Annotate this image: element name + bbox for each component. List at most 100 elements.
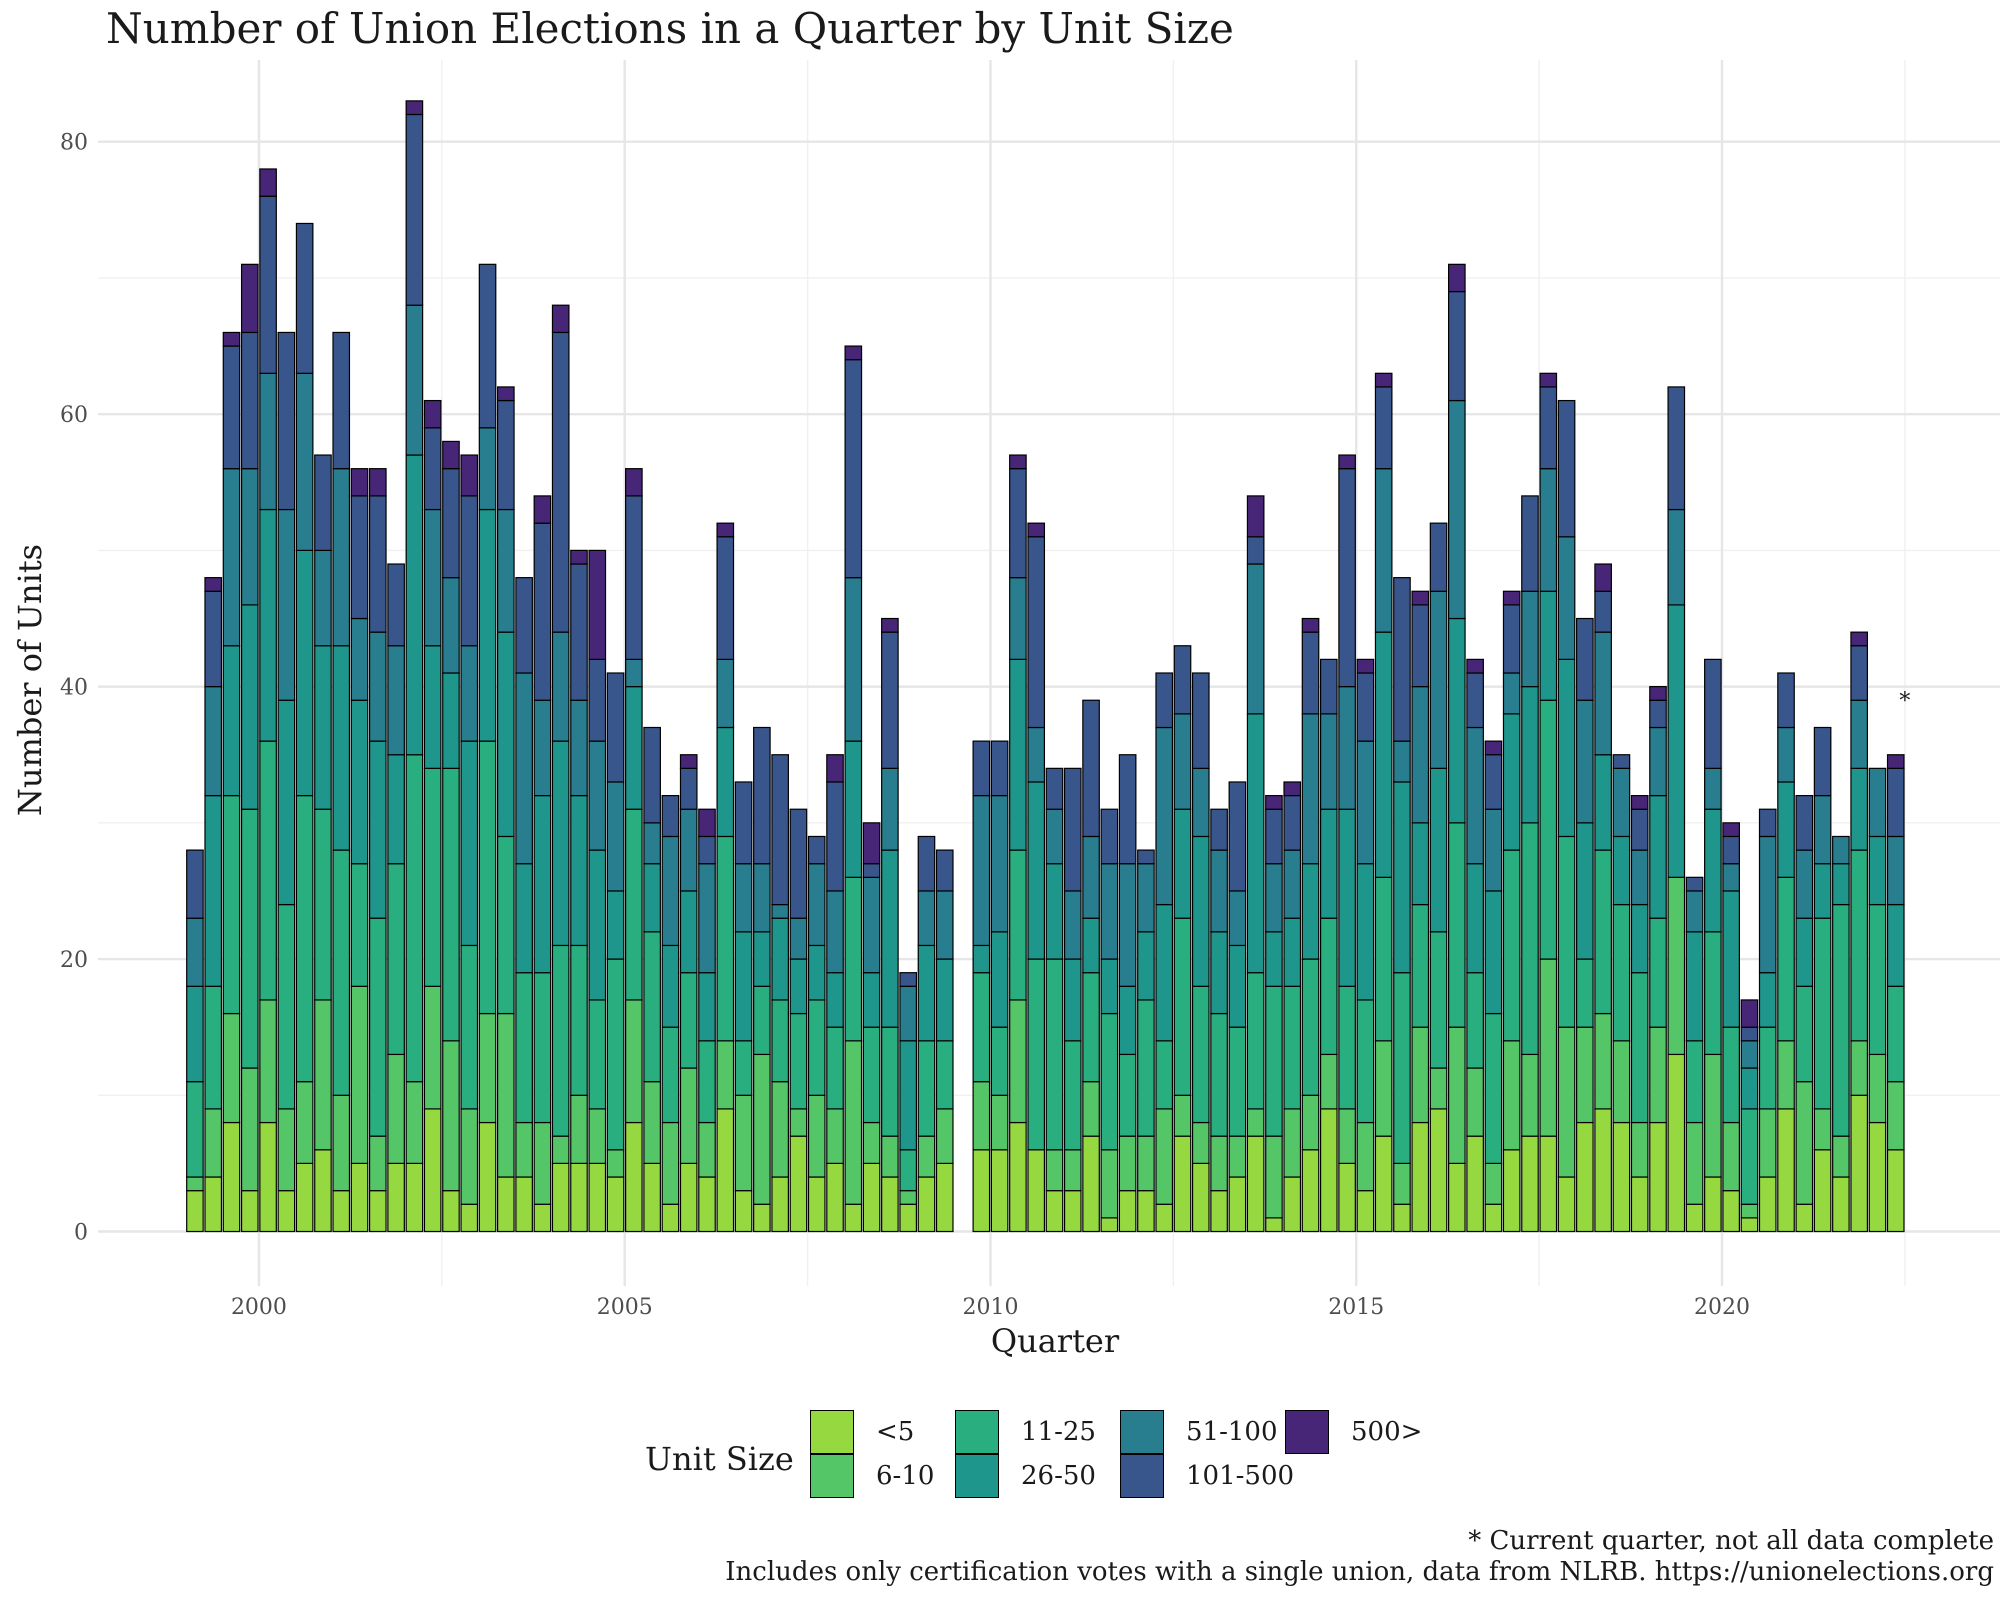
- bar-segment: [1704, 1053, 1722, 1178]
- bar-segment: [1448, 290, 1466, 402]
- legend-swatch: [810, 1410, 854, 1454]
- bar-segment: [606, 1149, 625, 1178]
- bar-segment: [1246, 1135, 1265, 1233]
- bar-segment: [1173, 917, 1192, 1096]
- bar-segment: [789, 1108, 808, 1137]
- bar-segment: [789, 1012, 808, 1110]
- bar-segment: [1777, 1108, 1795, 1233]
- bar-segment: [734, 1040, 753, 1096]
- bar-stack: [826, 754, 844, 1233]
- bar-segment: [1448, 263, 1466, 293]
- bar-stack: [661, 794, 680, 1233]
- legend-item: 26-50: [955, 1454, 1096, 1498]
- bar-segment: [460, 495, 479, 647]
- bar-segment: [606, 1176, 625, 1233]
- bar-segment: [1210, 1135, 1228, 1192]
- bar-segment: [1411, 903, 1430, 1028]
- legend-swatch: [810, 1454, 854, 1498]
- bar-segment: [899, 972, 918, 987]
- bar-segment: [1576, 822, 1594, 960]
- bar-segment: [1082, 1081, 1100, 1137]
- bar-segment: [460, 1108, 479, 1205]
- bar-stack: [204, 577, 223, 1233]
- bar-segment: [405, 454, 424, 756]
- bar-stack: [442, 440, 460, 1233]
- bar-segment: [1265, 808, 1283, 865]
- bar-segment: [679, 1162, 698, 1233]
- x-axis-label: Quarter: [990, 1322, 1120, 1360]
- bar-segment: [1246, 563, 1265, 715]
- bar-segment: [295, 372, 314, 551]
- bar-segment: [1301, 617, 1320, 633]
- bar-segment: [643, 863, 661, 933]
- bar-segment: [204, 1176, 223, 1233]
- bar-segment: [497, 1012, 515, 1178]
- bar-segment: [716, 1040, 735, 1110]
- bar-segment: [1868, 767, 1887, 838]
- bar-segment: [1045, 1190, 1064, 1233]
- bar-segment: [186, 985, 204, 1083]
- bar-segment: [1521, 590, 1539, 688]
- bar-segment: [1374, 1040, 1393, 1137]
- bar-segment: [1155, 1040, 1174, 1110]
- bar-segment: [679, 1067, 698, 1164]
- y-tick-label: 0: [74, 1221, 88, 1246]
- bar-stack: [350, 468, 369, 1233]
- bar-segment: [405, 754, 424, 1083]
- bar-segment: [625, 808, 643, 1001]
- bar-segment: [1228, 1176, 1247, 1233]
- bar-segment: [222, 1121, 241, 1233]
- bar-segment: [1173, 645, 1192, 715]
- bar-segment: [807, 999, 826, 1096]
- bar-segment: [1758, 808, 1777, 838]
- bar-segment: [497, 835, 515, 1015]
- bar-segment: [1301, 1094, 1320, 1151]
- bar-segment: [1777, 876, 1795, 1042]
- bar-segment: [1502, 849, 1521, 1042]
- bar-segment: [1612, 754, 1631, 769]
- bar-segment: [1319, 658, 1338, 715]
- bar-segment: [1777, 726, 1795, 783]
- bar-segment: [1740, 1067, 1759, 1110]
- bar-stack: [1063, 767, 1082, 1233]
- bar-segment: [277, 699, 296, 906]
- bar-segment: [515, 577, 533, 674]
- bar-segment: [423, 508, 442, 647]
- bar-segment: [807, 944, 826, 1001]
- bar-stack: [1484, 740, 1503, 1233]
- bar-segment: [1246, 536, 1265, 565]
- bar-stack: [1210, 808, 1228, 1233]
- bar-segment: [1649, 686, 1667, 701]
- bar-segment: [789, 958, 808, 1015]
- bar-segment: [1868, 1053, 1887, 1124]
- y-tick-label: 20: [60, 948, 88, 973]
- bar-segment: [1740, 999, 1759, 1028]
- bar-segment: [1850, 631, 1869, 647]
- stacked-bars: [186, 100, 1905, 1233]
- bar-segment: [771, 1176, 789, 1233]
- bar-segment: [442, 672, 460, 769]
- bar-stack: [460, 454, 479, 1233]
- bar-segment: [1594, 563, 1612, 592]
- bar-stack: [1704, 658, 1722, 1233]
- bar-segment: [240, 1190, 259, 1233]
- bar-segment: [826, 972, 844, 1028]
- bar-segment: [1722, 863, 1740, 892]
- bar-segment: [1265, 1217, 1283, 1233]
- bar-segment: [972, 1149, 991, 1233]
- bar-segment: [259, 740, 277, 1001]
- bar-segment: [1539, 372, 1558, 388]
- legend-swatch: [1120, 1410, 1164, 1454]
- bar-segment: [679, 890, 698, 974]
- footnote-source: Includes only certification votes with a…: [725, 1557, 1994, 1587]
- bar-stack: [1100, 808, 1119, 1233]
- y-axis-label: Number of Units: [11, 543, 49, 817]
- bar-segment: [405, 100, 424, 116]
- bar-segment: [1137, 931, 1155, 1001]
- bar-segment: [881, 849, 899, 1028]
- bar-segment: [789, 1135, 808, 1233]
- x-tick-label: 2005: [597, 1295, 653, 1320]
- bar-segment: [186, 849, 204, 919]
- bar-segment: [1649, 794, 1667, 919]
- bar-segment: [1155, 672, 1174, 729]
